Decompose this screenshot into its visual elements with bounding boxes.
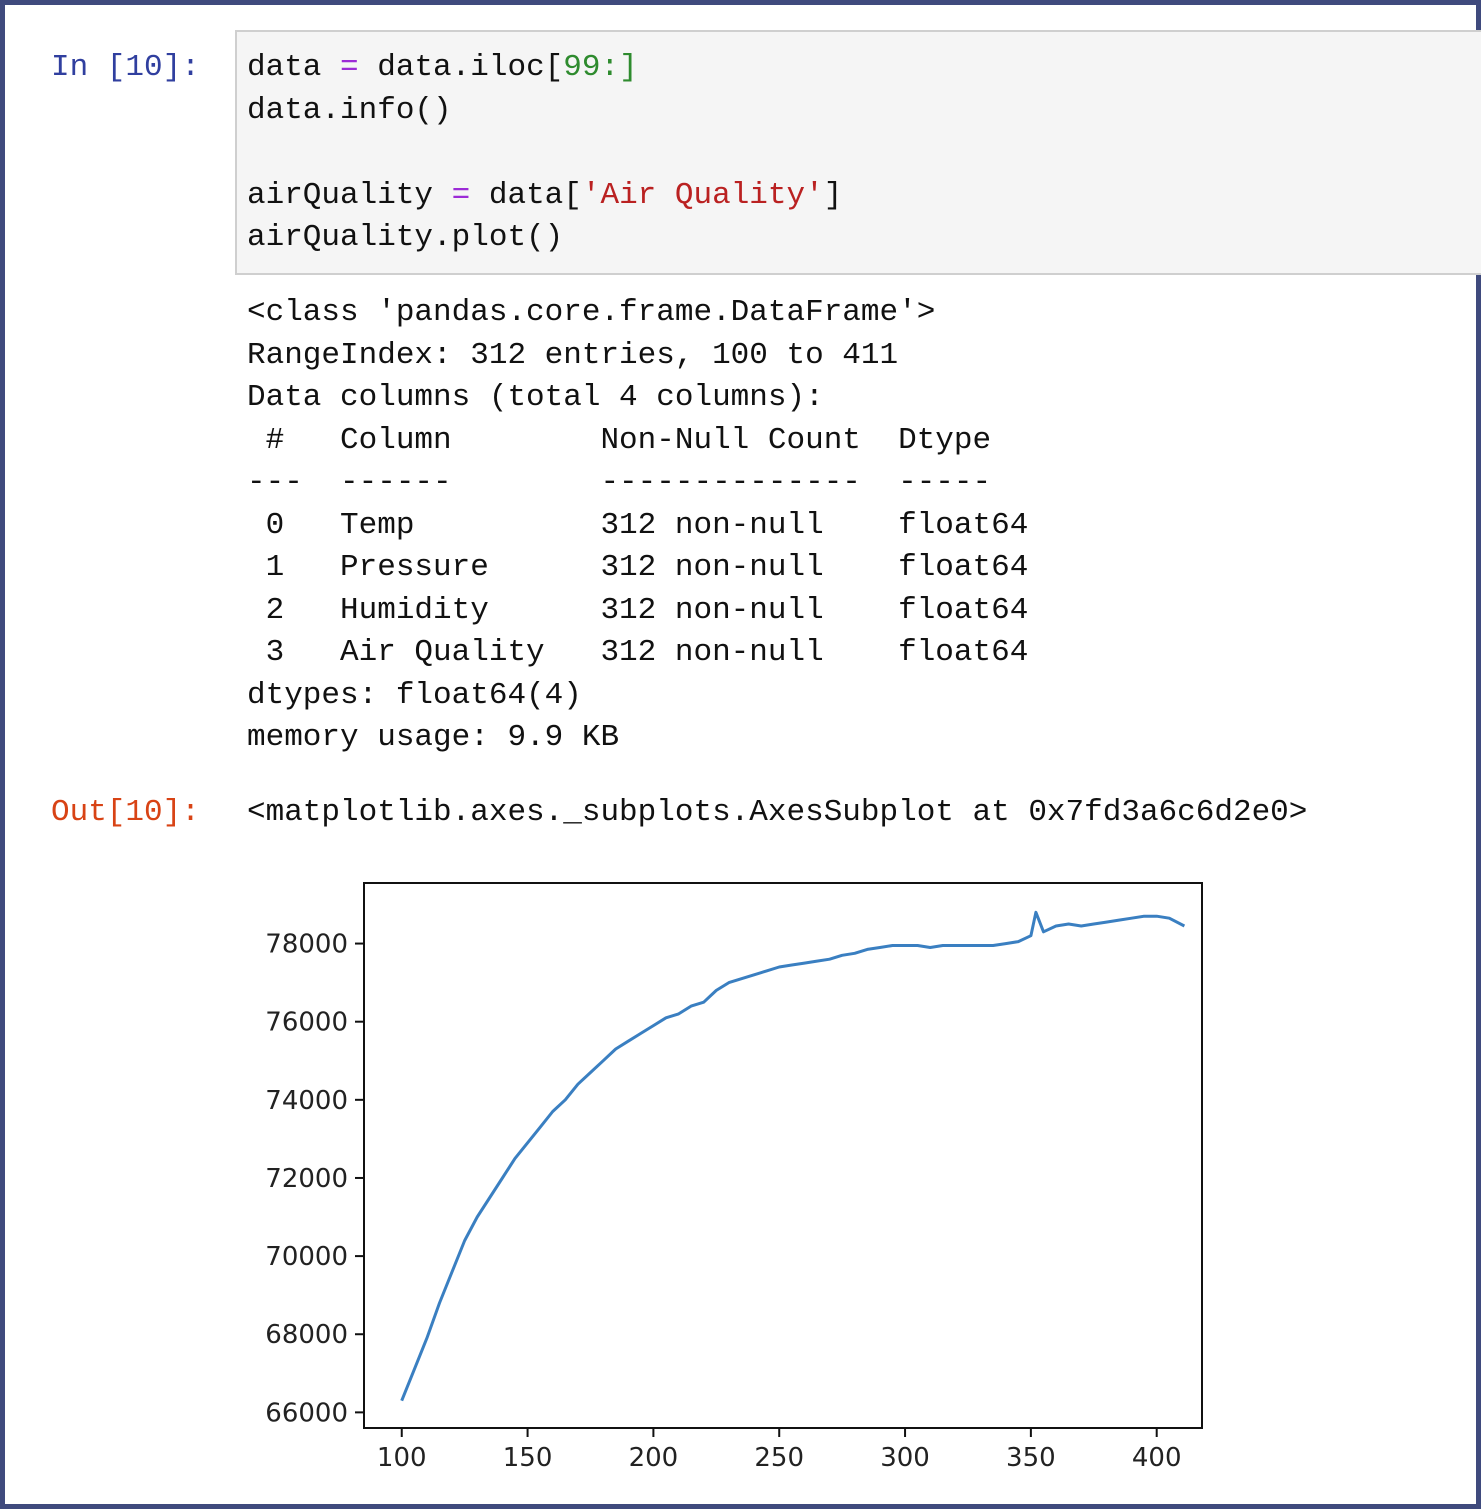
code-token: 99: [563,50,620,85]
output-repr: <matplotlib.axes._subplots.AxesSubplot a… [247,795,1308,830]
info-table-row: 0 Temp 312 non-null float64 [247,507,1029,543]
info-table-header: # Column Non-Null Count Dtype [247,422,1029,458]
input-prompt: In [10]: [51,50,200,85]
code-cell-input[interactable] [235,30,1481,275]
y-tick-label: 74000 [265,1086,348,1116]
code-token: = [340,50,359,85]
y-tick-label: 68000 [265,1320,348,1350]
code-token: data[ [488,177,582,213]
x-tick-label: 250 [754,1443,804,1473]
y-tick-label: 78000 [265,930,348,960]
x-tick-label: 100 [377,1443,427,1473]
code-token: 'Air Quality' [581,177,824,213]
info-table-row: 2 Humidity 312 non-null float64 [247,592,1029,628]
y-tick-label: 66000 [265,1398,348,1428]
code-block[interactable]: data = data.iloc[99:] data.info() airQua… [247,47,842,260]
x-tick-label: 300 [880,1443,930,1473]
output-prompt: Out[10]: [51,795,200,830]
info-range-line: RangeIndex: 312 entries, 100 to 411 [247,337,899,373]
air-quality-series-line [400,910,1186,1402]
plot-area-frame [363,882,1203,1429]
code-token: data [247,50,322,85]
info-dtypes-line: dtypes: float64(4) [247,677,582,713]
x-tick-label: 200 [629,1443,679,1473]
info-memory-line: memory usage: 9.9 KB [247,720,620,755]
y-tick-label: 70000 [265,1242,348,1272]
info-table-row: 3 Air Quality 312 non-null float64 [247,635,1029,670]
code-line-1: data = data.iloc[99:] [247,50,638,85]
info-output: <class 'pandas.core.frame.DataFrame'> Ra… [247,292,1028,760]
code-token: data.iloc[ [377,50,564,85]
y-tick-label: 72000 [265,1164,348,1194]
info-columns-line: Data columns (total 4 columns): [247,380,824,415]
code-token: ] [619,50,638,85]
code-token: airQuality [247,177,434,213]
code-line-5: airQuality.plot() [247,220,564,255]
x-tick-label: 150 [503,1443,553,1473]
code-line-2: data.info() [247,92,452,128]
info-table-divider: --- ------ -------------- ----- [247,465,1029,500]
x-tick-label: 350 [1006,1443,1056,1473]
y-tick-label: 76000 [265,1008,348,1038]
code-line-4: airQuality = data['Air Quality'] [247,178,842,213]
info-table-row: 1 Pressure 312 non-null float64 [247,550,1029,585]
code-token: ] [823,177,843,213]
x-tick-label: 400 [1132,1443,1182,1473]
line-chart: 66000 68000 70000 72000 74000 76000 78000 100 15… [265,882,1203,1473]
info-class-line: <class 'pandas.core.frame.DataFrame'> [247,295,936,330]
code-token: = [451,177,471,213]
